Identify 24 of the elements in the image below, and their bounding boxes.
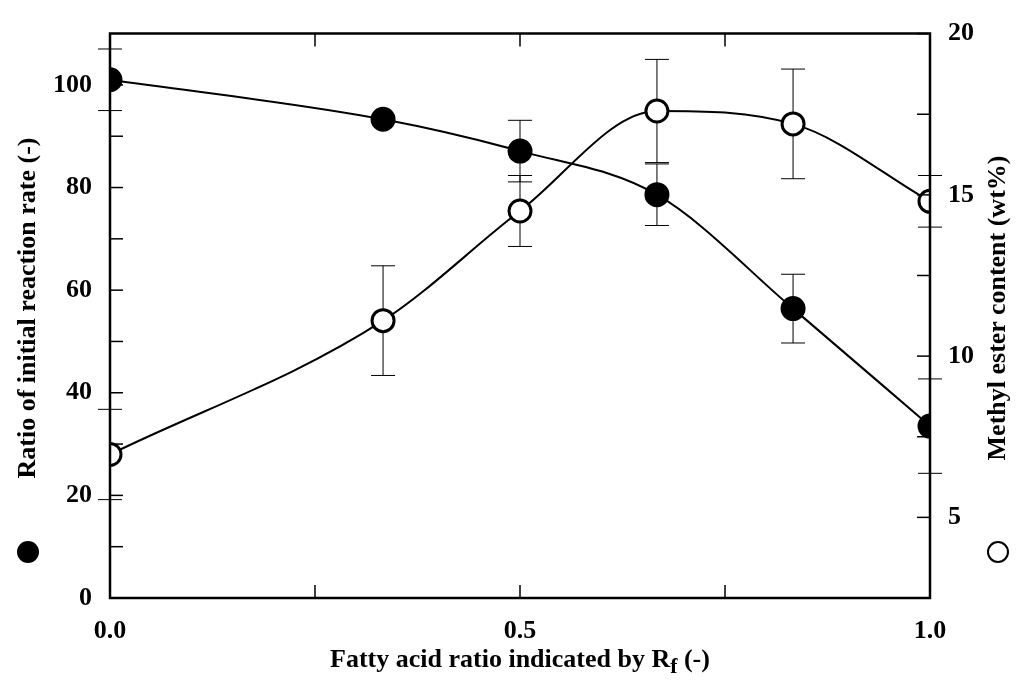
y2-tick-label: 20	[948, 17, 974, 47]
x-tick-label: 0.5	[503, 615, 537, 645]
y-tick-label: 60	[66, 273, 92, 303]
y2-tick-label: 5	[948, 501, 961, 531]
point	[507, 138, 533, 164]
x-tick-label: 0.0	[93, 615, 127, 645]
y-tick-label: 0	[79, 581, 92, 611]
point	[370, 106, 396, 132]
point	[644, 98, 670, 124]
y-axis-title: Ratio of initial reaction rate (-)	[11, 137, 41, 479]
y-tick-label: 20	[66, 479, 92, 509]
point	[507, 198, 533, 224]
y-tick-label: 100	[53, 68, 92, 98]
y2-tick-label: 10	[948, 339, 974, 369]
x-tick-label: 1.0	[913, 615, 947, 645]
y-tick-label: 80	[66, 171, 92, 201]
y-tick-label: 40	[66, 376, 92, 406]
point	[644, 182, 670, 208]
point	[780, 111, 806, 137]
point	[370, 308, 396, 334]
y2-axis-title: Methyl ester content (wt%)	[981, 155, 1011, 461]
point	[780, 296, 806, 322]
y2-tick-label: 15	[948, 178, 974, 208]
x-axis-title: Fatty acid ratio indicated by R$_{f}$ (-)	[329, 644, 711, 680]
